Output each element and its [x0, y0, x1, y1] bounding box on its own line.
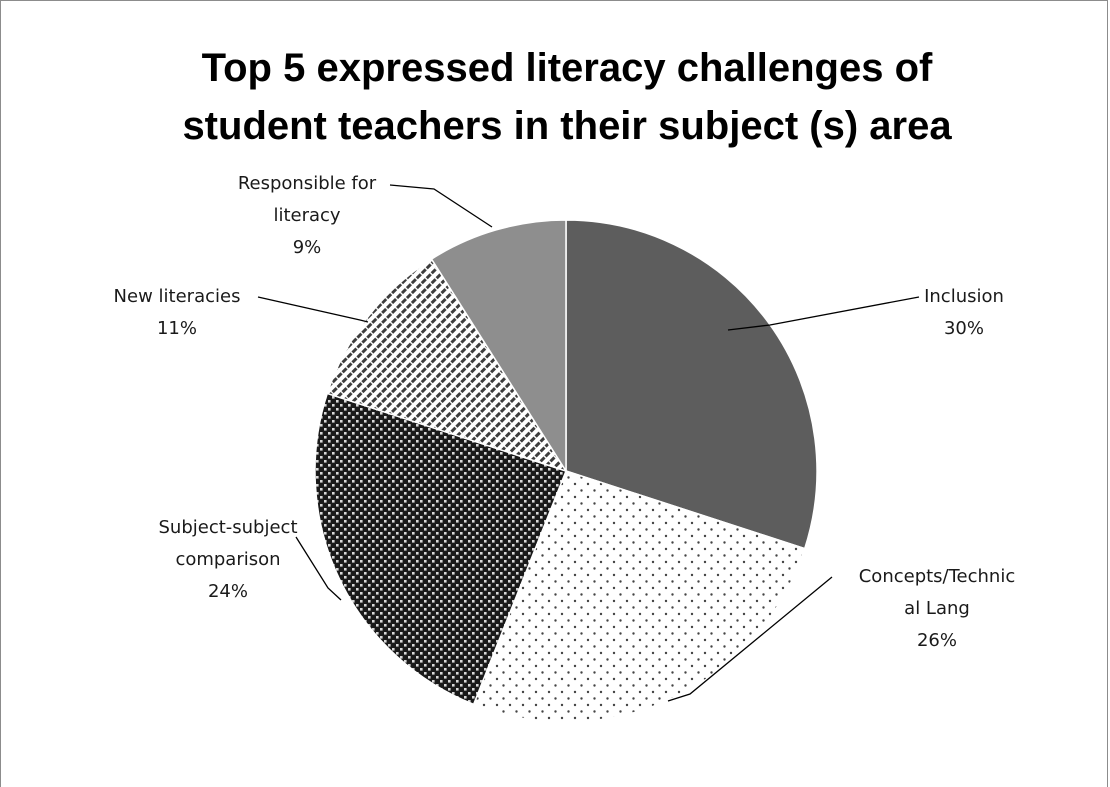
slice-label-line: Responsible for: [238, 173, 377, 194]
pie-slices: [314, 219, 818, 723]
slice-label-line: Inclusion: [924, 286, 1004, 307]
slice-label-line: 9%: [293, 237, 322, 258]
leader-line: [727, 296, 920, 331]
slice-label-line: New literacies: [114, 286, 241, 307]
slice-label-line: al Lang: [904, 598, 970, 619]
leader-line: [667, 576, 833, 702]
slice-label: Inclusion 30%: [924, 286, 1004, 339]
slice-label: Responsible for literacy 9%: [238, 173, 377, 258]
pie-slice-inclusion: [565, 219, 818, 550]
leader-line: [295, 536, 342, 601]
slice-label: Concepts/Technic al Lang 26%: [859, 566, 1016, 651]
pie-slice-responsible-for-literacy: [430, 219, 567, 474]
slice-label-line: literacy: [273, 205, 340, 226]
slice-label-line: Concepts/Technic: [859, 566, 1016, 587]
slice-label-line: 11%: [157, 318, 197, 339]
slice-label: New literacies 11%: [114, 286, 241, 339]
slice-label-line: comparison: [175, 549, 280, 570]
chart-title-line-1: Top 5 expressed literacy challenges of: [202, 46, 933, 90]
leader-line: [389, 184, 493, 228]
leader-line: [257, 296, 369, 323]
slice-label: Subject-subject comparison 24%: [158, 517, 297, 602]
pie-slice-subject-subject-comparison: [314, 392, 567, 706]
chart-title-line-2: student teachers in their subject (s) ar…: [182, 104, 952, 148]
chart-title: Top 5 expressed literacy challenges of s…: [182, 46, 952, 148]
slice-label-line: 26%: [917, 630, 957, 651]
slice-label-line: Subject-subject: [158, 517, 297, 538]
slice-label-line: 24%: [208, 581, 248, 602]
pie-slice-concepts-technical-lang: [472, 470, 806, 723]
slice-label-line: 30%: [944, 318, 984, 339]
pie-slice-new-literacies: [326, 258, 568, 473]
leader-lines: [257, 184, 920, 702]
slice-labels: Inclusion 30% Concepts/Technic al Lang 26% Su…: [114, 173, 1016, 651]
